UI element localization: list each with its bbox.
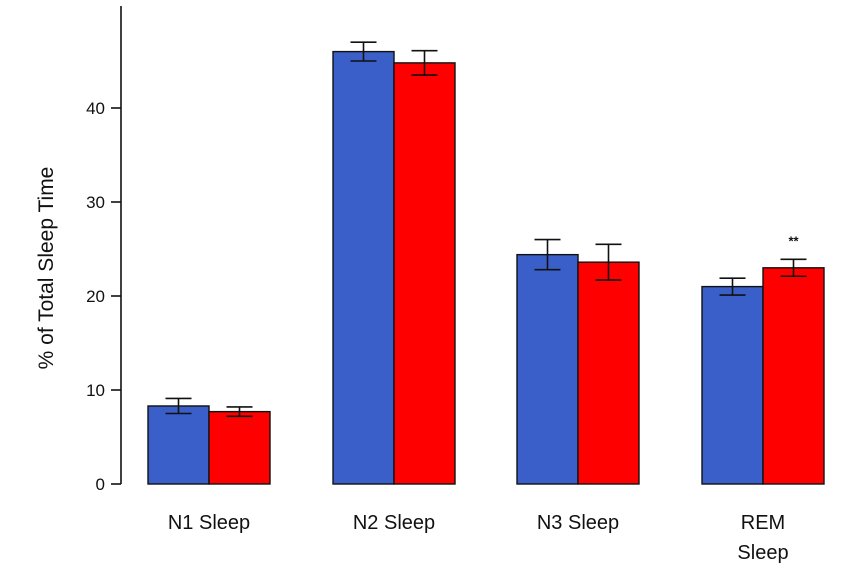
bar [147,405,210,485]
y-tick-label: 20 [86,287,105,306]
bar [516,253,579,485]
category-label: N2 Sleep [353,512,435,534]
y-tick-label: 0 [96,475,105,494]
bar [208,410,271,485]
y-axis: 0 10 20 30 40 [86,6,122,494]
category-label: N3 Sleep [537,512,619,534]
category-label: N1 Sleep [168,512,250,534]
bars-group: ** [147,41,825,485]
y-tick-label: 30 [86,193,105,212]
y-tick-label: 10 [86,381,105,400]
bar [577,261,640,485]
bar [332,50,395,485]
category-label: REM [741,512,785,534]
y-axis-title: % of Total Sleep Time [35,167,58,370]
bar [701,285,764,485]
y-tick-label: 40 [86,99,105,118]
category-label: Sleep [737,542,788,564]
x-axis-labels: N1 Sleep N2 Sleep N3 Sleep REM Sleep [168,512,789,564]
bar [393,62,456,485]
significance-annotation: ** [788,233,799,248]
bar [762,267,825,485]
